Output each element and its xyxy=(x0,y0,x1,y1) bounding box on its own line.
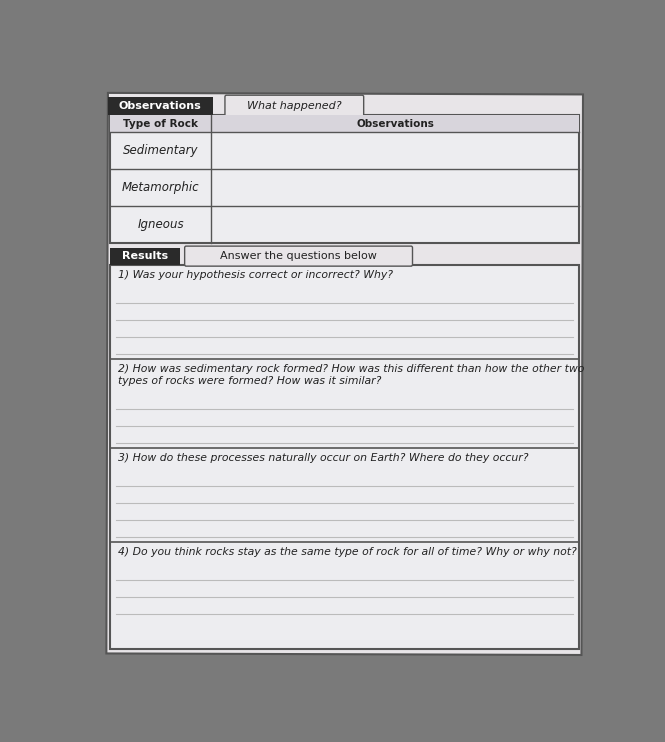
Text: types of rocks were formed? How was it similar?: types of rocks were formed? How was it s… xyxy=(118,376,381,387)
Text: Type of Rock: Type of Rock xyxy=(123,119,198,128)
Bar xyxy=(108,96,213,115)
Text: Metamorphic: Metamorphic xyxy=(122,181,200,194)
Text: 1) Was your hypothesis correct or incorrect? Why?: 1) Was your hypothesis correct or incorr… xyxy=(118,270,393,280)
Text: Observations: Observations xyxy=(356,119,434,128)
Text: Results: Results xyxy=(122,251,168,261)
Bar xyxy=(110,265,579,649)
Text: 2) How was sedimentary rock formed? How was this different than how the other tw: 2) How was sedimentary rock formed? How … xyxy=(118,364,585,374)
FancyBboxPatch shape xyxy=(225,95,364,116)
Text: 4) Do you think rocks stay as the same type of rock for all of time? Why or why : 4) Do you think rocks stay as the same t… xyxy=(118,547,577,557)
Bar xyxy=(110,248,180,265)
Text: What happened?: What happened? xyxy=(247,101,342,111)
Text: Answer the questions below: Answer the questions below xyxy=(220,251,377,261)
Text: Sedimentary: Sedimentary xyxy=(123,144,198,157)
Polygon shape xyxy=(106,93,583,655)
Text: Igneous: Igneous xyxy=(137,218,184,231)
Bar xyxy=(110,115,579,243)
Bar xyxy=(110,115,579,132)
Text: 3) How do these processes naturally occur on Earth? Where do they occur?: 3) How do these processes naturally occu… xyxy=(118,453,529,463)
FancyBboxPatch shape xyxy=(185,246,412,266)
Text: Observations: Observations xyxy=(119,101,201,111)
